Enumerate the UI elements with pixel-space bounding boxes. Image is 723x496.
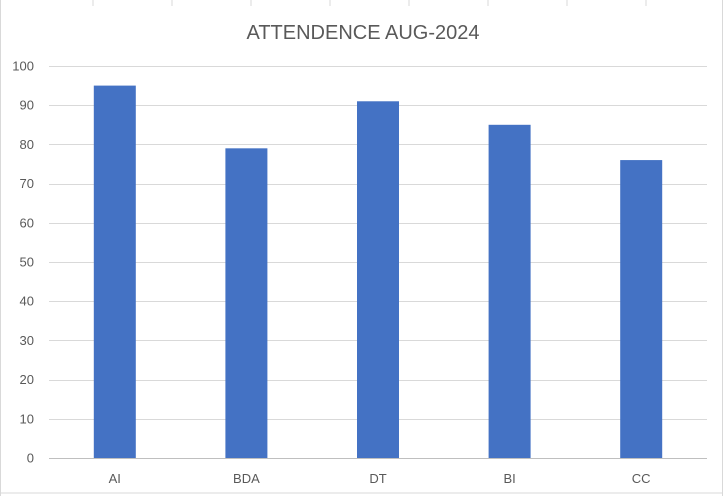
y-tick-label: 0 [27,451,34,466]
bar-dt[interactable] [357,101,399,458]
bars [93,85,663,459]
y-tick-label: 100 [12,59,34,74]
bar-bda[interactable] [225,148,268,458]
bar-cc[interactable] [620,160,663,458]
chart-title: ATTENDENCE AUG-2024 [246,22,479,44]
y-tick-label: 20 [20,372,34,387]
y-axis-tick-labels: 0 10 20 30 40 50 60 70 80 90 100 [12,59,34,466]
x-tick-label-bi: BI [503,471,515,486]
y-tick-label: 70 [20,176,34,191]
y-tick-label: 30 [20,333,34,348]
x-axis-tick-labels: AI BDA DT BI CC [109,471,651,486]
x-tick-label-bda: BDA [233,471,260,486]
y-tick-label: 50 [20,255,34,270]
x-tick-label-cc: CC [632,471,651,486]
x-tick-label-dt: DT [369,471,386,486]
bar-ai[interactable] [93,85,136,458]
y-tick-label: 40 [20,294,34,309]
y-tick-label: 60 [20,215,34,230]
y-tick-label: 80 [20,137,34,152]
y-tick-label: 10 [20,411,34,426]
y-tick-label: 90 [20,98,34,113]
x-tick-label-ai: AI [109,471,121,486]
bar-bi[interactable] [488,124,531,459]
